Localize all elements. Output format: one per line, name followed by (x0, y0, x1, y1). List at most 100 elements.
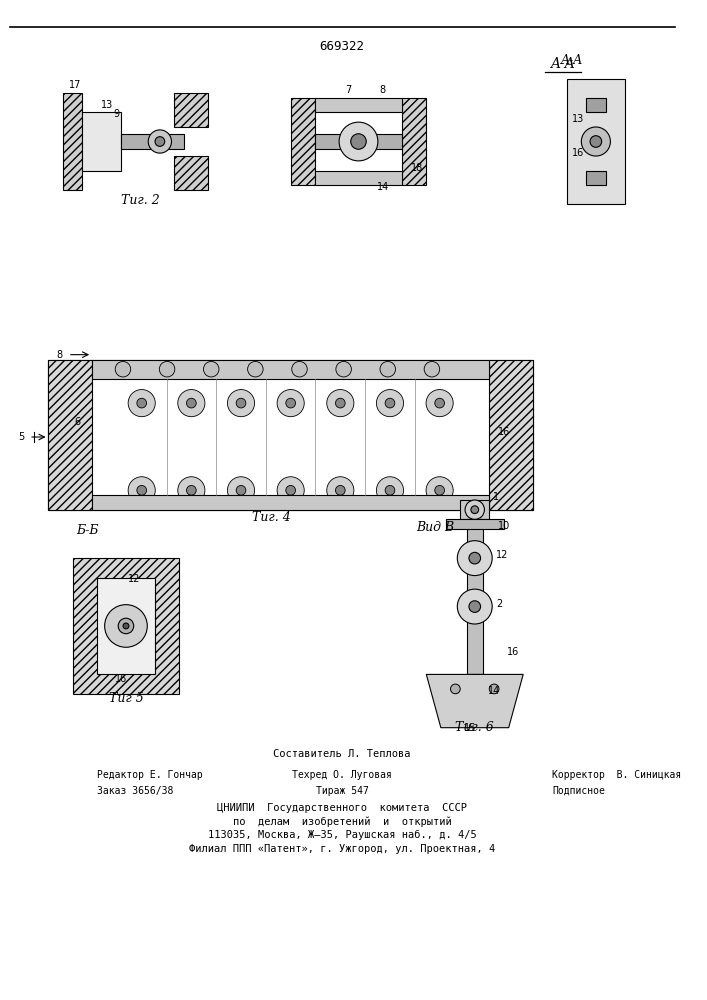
Circle shape (286, 398, 296, 408)
Text: Подписное: Подписное (552, 786, 605, 796)
Polygon shape (97, 578, 155, 674)
Circle shape (457, 541, 492, 576)
Circle shape (465, 500, 484, 519)
Polygon shape (315, 134, 402, 149)
Circle shape (435, 485, 445, 495)
Circle shape (148, 130, 172, 153)
Text: 9: 9 (113, 109, 119, 119)
Text: 6: 6 (74, 417, 81, 427)
Circle shape (137, 485, 146, 495)
Polygon shape (467, 519, 482, 674)
Text: по  делам  изобретений  и  открытий: по делам изобретений и открытий (233, 816, 451, 827)
Text: Заказ 3656/38: Заказ 3656/38 (97, 786, 173, 796)
Circle shape (424, 361, 440, 377)
Text: 14: 14 (377, 182, 389, 192)
Circle shape (286, 485, 296, 495)
Polygon shape (426, 674, 523, 728)
Text: 10: 10 (498, 521, 510, 531)
Text: Τиг. 2: Τиг. 2 (121, 194, 160, 207)
Text: Техред О. Луговая: Техред О. Луговая (292, 770, 392, 780)
Text: 113035, Москва, Ж—35, Раушская наб., д. 4/5: 113035, Москва, Ж—35, Раушская наб., д. … (208, 830, 477, 840)
Polygon shape (402, 98, 426, 185)
Circle shape (159, 361, 175, 377)
Circle shape (327, 390, 354, 417)
Circle shape (277, 390, 304, 417)
Polygon shape (73, 558, 180, 694)
Circle shape (376, 477, 404, 504)
Text: 12: 12 (496, 550, 508, 560)
Circle shape (277, 477, 304, 504)
Text: 14: 14 (488, 686, 501, 696)
Text: 17: 17 (69, 80, 82, 90)
Circle shape (128, 477, 156, 504)
Circle shape (426, 477, 453, 504)
Circle shape (351, 134, 366, 149)
Circle shape (236, 485, 246, 495)
Circle shape (450, 684, 460, 694)
Polygon shape (315, 171, 402, 185)
Circle shape (469, 601, 481, 612)
Text: 16: 16 (498, 427, 510, 437)
Text: Вид В: Вид В (416, 521, 455, 534)
Circle shape (177, 477, 205, 504)
Text: 12: 12 (127, 574, 140, 584)
Text: Составитель Л. Теплова: Составитель Л. Теплова (274, 749, 411, 759)
Circle shape (581, 127, 610, 156)
Circle shape (435, 398, 445, 408)
Text: ЦНИИПИ  Государственного  комитета  СССР: ЦНИИПИ Государственного комитета СССР (217, 803, 467, 813)
Circle shape (115, 361, 131, 377)
Text: 2: 2 (496, 599, 502, 609)
Polygon shape (82, 112, 121, 171)
Polygon shape (175, 93, 209, 127)
Text: 16: 16 (508, 647, 520, 657)
Text: 7: 7 (346, 85, 352, 95)
Text: A-A: A-A (561, 54, 583, 67)
Text: Редактор Е. Гончар: Редактор Е. Гончар (97, 770, 203, 780)
Text: 13: 13 (572, 114, 585, 124)
Text: 8: 8 (57, 350, 63, 360)
Circle shape (471, 506, 479, 514)
Polygon shape (445, 519, 504, 529)
Circle shape (187, 485, 197, 495)
Text: 8: 8 (380, 85, 386, 95)
Polygon shape (121, 134, 184, 149)
Circle shape (469, 552, 481, 564)
Circle shape (339, 122, 378, 161)
Circle shape (236, 398, 246, 408)
Circle shape (336, 485, 345, 495)
Circle shape (336, 398, 345, 408)
Text: A-A: A-A (549, 57, 574, 71)
Polygon shape (586, 171, 606, 185)
Circle shape (489, 684, 499, 694)
Text: Филиал ППП «Патент», г. Ужгород, ул. Проектная, 4: Филиал ППП «Патент», г. Ужгород, ул. Про… (189, 844, 495, 854)
Polygon shape (92, 360, 489, 379)
Circle shape (327, 477, 354, 504)
Polygon shape (460, 500, 489, 519)
Circle shape (426, 390, 453, 417)
Circle shape (457, 589, 492, 624)
Text: 669322: 669322 (320, 40, 365, 53)
Circle shape (590, 136, 602, 147)
Polygon shape (489, 360, 533, 510)
Text: Τиг 5: Τиг 5 (109, 692, 144, 705)
Text: 5: 5 (18, 432, 24, 442)
Text: 13: 13 (100, 100, 112, 110)
Text: Τиг. 4: Τиг. 4 (252, 511, 291, 524)
Circle shape (292, 361, 308, 377)
Text: Тираж 547: Тираж 547 (315, 786, 368, 796)
Circle shape (385, 398, 395, 408)
Circle shape (187, 398, 197, 408)
Text: 15: 15 (464, 723, 476, 733)
Polygon shape (63, 93, 82, 190)
Polygon shape (315, 98, 402, 112)
Text: 16: 16 (572, 148, 585, 158)
Circle shape (155, 137, 165, 146)
Circle shape (128, 390, 156, 417)
Circle shape (380, 361, 395, 377)
Circle shape (137, 398, 146, 408)
Circle shape (105, 605, 147, 647)
Circle shape (204, 361, 219, 377)
Circle shape (228, 390, 255, 417)
Text: 18: 18 (411, 163, 423, 173)
Text: Τиг. 6: Τиг. 6 (455, 721, 494, 734)
